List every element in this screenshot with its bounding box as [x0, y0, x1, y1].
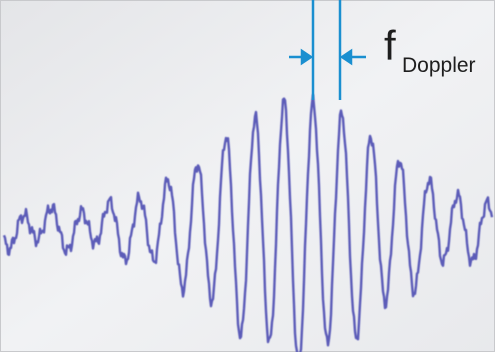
photo: f Doppler: [0, 0, 495, 352]
label-symbol: f: [384, 22, 396, 69]
page: f Doppler (() => { const data = JSON.par…: [0, 0, 495, 352]
screen-background: [0, 0, 495, 352]
label-subscript: Doppler: [402, 54, 476, 77]
